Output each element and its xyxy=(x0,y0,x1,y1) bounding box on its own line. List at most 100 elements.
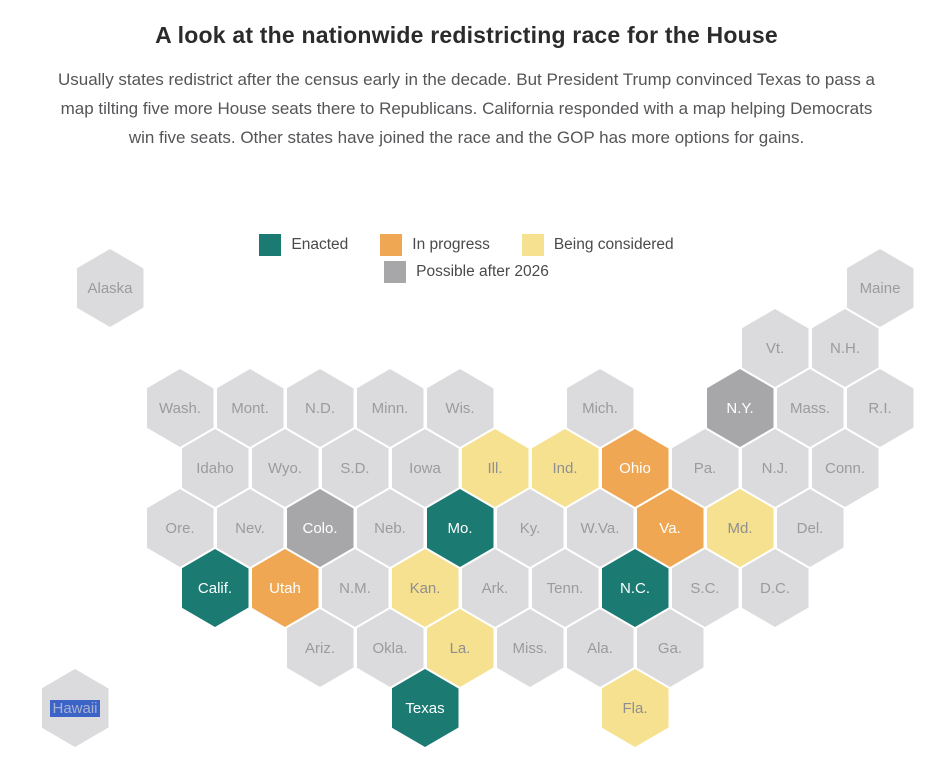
state-hex-wva[interactable]: W.Va. xyxy=(566,489,634,567)
state-hex-fla[interactable]: Fla. xyxy=(601,669,669,747)
legend-item-being-considered: Being considered xyxy=(521,234,674,256)
state-label-tenn: Tenn. xyxy=(546,579,584,597)
state-label-alaska: Alaska xyxy=(87,279,133,297)
state-hex-ala[interactable]: Ala. xyxy=(566,609,634,687)
state-hex-wyo[interactable]: Wyo. xyxy=(251,429,319,507)
state-hex-utah[interactable]: Utah xyxy=(251,549,319,627)
state-hex-wash[interactable]: Wash. xyxy=(146,369,214,447)
state-label-colo: Colo. xyxy=(302,519,338,537)
state-hex-alaska[interactable]: Alaska xyxy=(76,249,144,327)
state-hex-ny[interactable]: N.Y. xyxy=(706,369,774,447)
state-hex-nev[interactable]: Nev. xyxy=(216,489,284,567)
state-hex-nh[interactable]: N.H. xyxy=(811,309,879,387)
state-hex-calif[interactable]: Calif. xyxy=(181,549,249,627)
state-label-va: Va. xyxy=(659,519,681,537)
state-label-md: Md. xyxy=(727,519,753,537)
state-label-la: La. xyxy=(449,639,471,657)
state-label-ariz: Ariz. xyxy=(305,639,335,657)
state-label-maine: Maine xyxy=(859,279,901,297)
state-hex-ky[interactable]: Ky. xyxy=(496,489,564,567)
state-hex-vt[interactable]: Vt. xyxy=(741,309,809,387)
state-label-wash: Wash. xyxy=(159,399,201,417)
state-hex-del[interactable]: Del. xyxy=(776,489,844,567)
state-hex-mass[interactable]: Mass. xyxy=(776,369,844,447)
state-label-ind: Ind. xyxy=(552,459,578,477)
legend-item-in-progress: In progress xyxy=(380,234,490,256)
state-hex-nj[interactable]: N.J. xyxy=(741,429,809,507)
state-label-okla: Okla. xyxy=(372,639,408,657)
state-hex-iowa[interactable]: Iowa xyxy=(391,429,459,507)
state-hex-wis[interactable]: Wis. xyxy=(426,369,494,447)
state-hex-va[interactable]: Va. xyxy=(636,489,704,567)
state-hex-la[interactable]: La. xyxy=(426,609,494,687)
state-hex-md[interactable]: Md. xyxy=(706,489,774,567)
state-label-nd: N.D. xyxy=(305,399,335,417)
state-label-utah: Utah xyxy=(269,579,301,597)
state-label-conn: Conn. xyxy=(824,459,866,477)
state-hex-idaho[interactable]: Idaho xyxy=(181,429,249,507)
state-label-ri: R.I. xyxy=(868,399,892,417)
state-hex-ind[interactable]: Ind. xyxy=(531,429,599,507)
state-label-nj: N.J. xyxy=(761,459,789,477)
legend-swatch-being-considered xyxy=(521,234,544,256)
legend-item-possible-after-2026: Possible after 2026 xyxy=(384,261,549,283)
state-hex-nm[interactable]: N.M. xyxy=(321,549,389,627)
legend-row-1: Enacted In progress Being considered xyxy=(0,234,933,256)
state-label-nh: N.H. xyxy=(830,339,860,357)
state-hex-pa[interactable]: Pa. xyxy=(671,429,739,507)
legend: Enacted In progress Being considered Pos… xyxy=(0,234,933,288)
state-hex-ohio[interactable]: Ohio xyxy=(601,429,669,507)
state-label-nc: N.C. xyxy=(620,579,650,597)
state-label-ohio: Ohio xyxy=(619,459,651,477)
legend-swatch-possible-after-2026 xyxy=(384,261,407,283)
state-hex-hawaii[interactable]: Hawaii xyxy=(41,669,109,747)
state-label-ore: Ore. xyxy=(165,519,195,537)
state-hex-ill[interactable]: Ill. xyxy=(461,429,529,507)
page-description: Usually states redistrict after the cens… xyxy=(57,70,876,147)
state-label-texas: Texas xyxy=(405,699,445,717)
state-hex-texas[interactable]: Texas xyxy=(391,669,459,747)
state-label-iowa: Iowa xyxy=(409,459,441,477)
state-hex-nd[interactable]: N.D. xyxy=(286,369,354,447)
state-label-ga: Ga. xyxy=(657,639,683,657)
state-hex-minn[interactable]: Minn. xyxy=(356,369,424,447)
state-hex-neb[interactable]: Neb. xyxy=(356,489,424,567)
state-hex-miss[interactable]: Miss. xyxy=(496,609,564,687)
state-hex-dc[interactable]: D.C. xyxy=(741,549,809,627)
legend-row-2: Possible after 2026 xyxy=(0,261,933,283)
state-hex-maine[interactable]: Maine xyxy=(846,249,914,327)
state-hex-sd[interactable]: S.D. xyxy=(321,429,389,507)
state-hex-ri[interactable]: R.I. xyxy=(846,369,914,447)
state-hex-conn[interactable]: Conn. xyxy=(811,429,879,507)
legend-label-in-progress: In progress xyxy=(412,236,490,253)
state-label-mich: Mich. xyxy=(582,399,618,417)
state-hex-mont[interactable]: Mont. xyxy=(216,369,284,447)
legend-item-enacted: Enacted xyxy=(259,234,348,256)
state-hex-ore[interactable]: Ore. xyxy=(146,489,214,567)
state-hex-ga[interactable]: Ga. xyxy=(636,609,704,687)
state-hex-kan[interactable]: Kan. xyxy=(391,549,459,627)
state-label-kan: Kan. xyxy=(409,579,441,597)
state-label-sc: S.C. xyxy=(690,579,720,597)
state-label-mont: Mont. xyxy=(231,399,269,417)
state-hex-mo[interactable]: Mo. xyxy=(426,489,494,567)
state-hex-nc[interactable]: N.C. xyxy=(601,549,669,627)
legend-label-being-considered: Being considered xyxy=(553,236,674,253)
state-label-nev: Nev. xyxy=(235,519,265,537)
state-label-miss: Miss. xyxy=(512,639,548,657)
state-hex-sc[interactable]: S.C. xyxy=(671,549,739,627)
state-hex-mich[interactable]: Mich. xyxy=(566,369,634,447)
legend-swatch-enacted xyxy=(259,234,282,256)
state-hex-okla[interactable]: Okla. xyxy=(356,609,424,687)
state-hex-ark[interactable]: Ark. xyxy=(461,549,529,627)
state-label-dc: D.C. xyxy=(760,579,790,597)
state-label-fla: Fla. xyxy=(622,699,648,717)
legend-swatch-in-progress xyxy=(380,234,403,256)
state-label-wva: W.Va. xyxy=(580,519,620,537)
state-hex-ariz[interactable]: Ariz. xyxy=(286,609,354,687)
state-label-mo: Mo. xyxy=(447,519,473,537)
state-hex-colo[interactable]: Colo. xyxy=(286,489,354,567)
state-hex-tenn[interactable]: Tenn. xyxy=(531,549,599,627)
